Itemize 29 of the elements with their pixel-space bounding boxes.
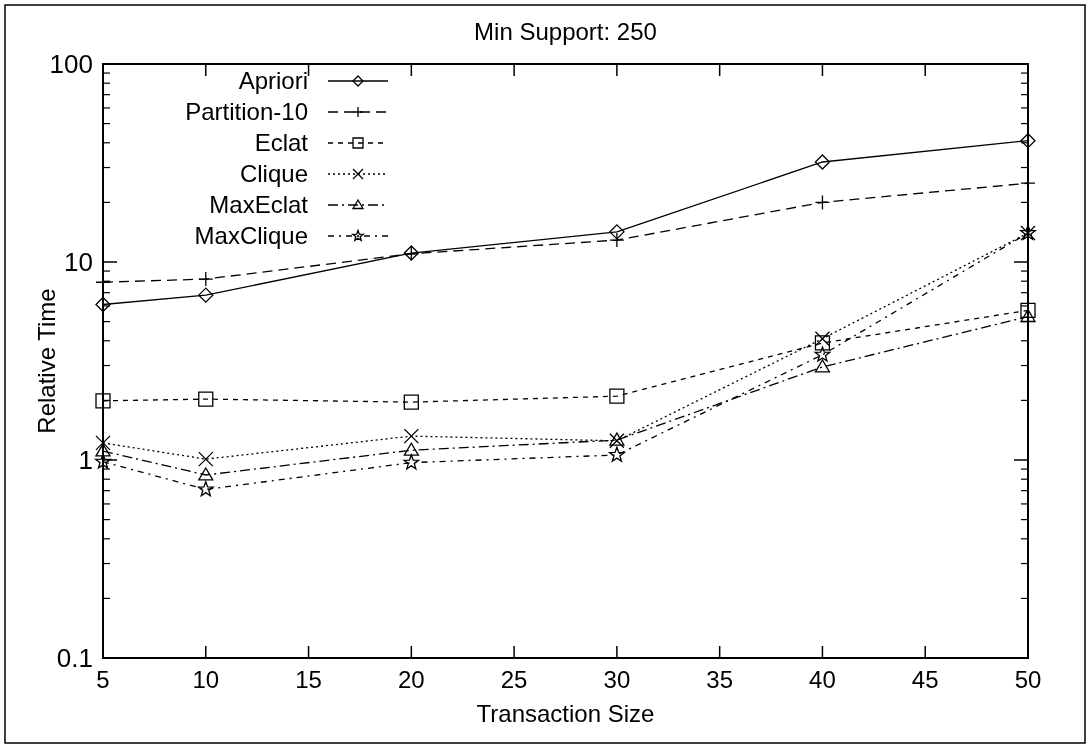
- y-tick-label: 0.1: [56, 643, 93, 673]
- legend-label: Partition-10: [185, 98, 308, 125]
- legend-label: Apriori: [238, 67, 308, 94]
- legend-item: Partition-10: [185, 98, 389, 125]
- y-tick-label: 10: [64, 247, 93, 277]
- x-axis-title: Transaction Size: [476, 700, 655, 727]
- legend-item: Apriori: [238, 67, 389, 94]
- x-tick-label: 30: [603, 666, 631, 693]
- x-tick-label: 5: [96, 666, 110, 693]
- y-tick-label: 1: [78, 445, 93, 475]
- legend-item: Clique: [239, 160, 389, 187]
- x-tick-label: 45: [911, 666, 939, 693]
- legend-item: MaxClique: [194, 222, 389, 249]
- legend-label: Clique: [239, 160, 308, 187]
- legend-item: MaxEclat: [209, 191, 389, 218]
- x-tick-label: 15: [295, 666, 322, 693]
- y-tick-label: 100: [49, 49, 93, 79]
- x-tick-label: 40: [809, 666, 836, 693]
- x-tick-label: 50: [1014, 666, 1042, 693]
- chart-title: Min Support: 250: [474, 18, 657, 45]
- x-tick-label: 25: [500, 666, 528, 693]
- x-tick-label: 35: [706, 666, 734, 693]
- legend-item: Eclat: [254, 129, 389, 156]
- legend-label: Eclat: [254, 129, 309, 156]
- legend-label: MaxEclat: [209, 191, 309, 218]
- y-axis-title: Relative Time: [33, 288, 60, 434]
- x-tick-label: 10: [192, 666, 220, 693]
- x-tick-label: 20: [397, 666, 425, 693]
- legend-label: MaxClique: [194, 222, 308, 249]
